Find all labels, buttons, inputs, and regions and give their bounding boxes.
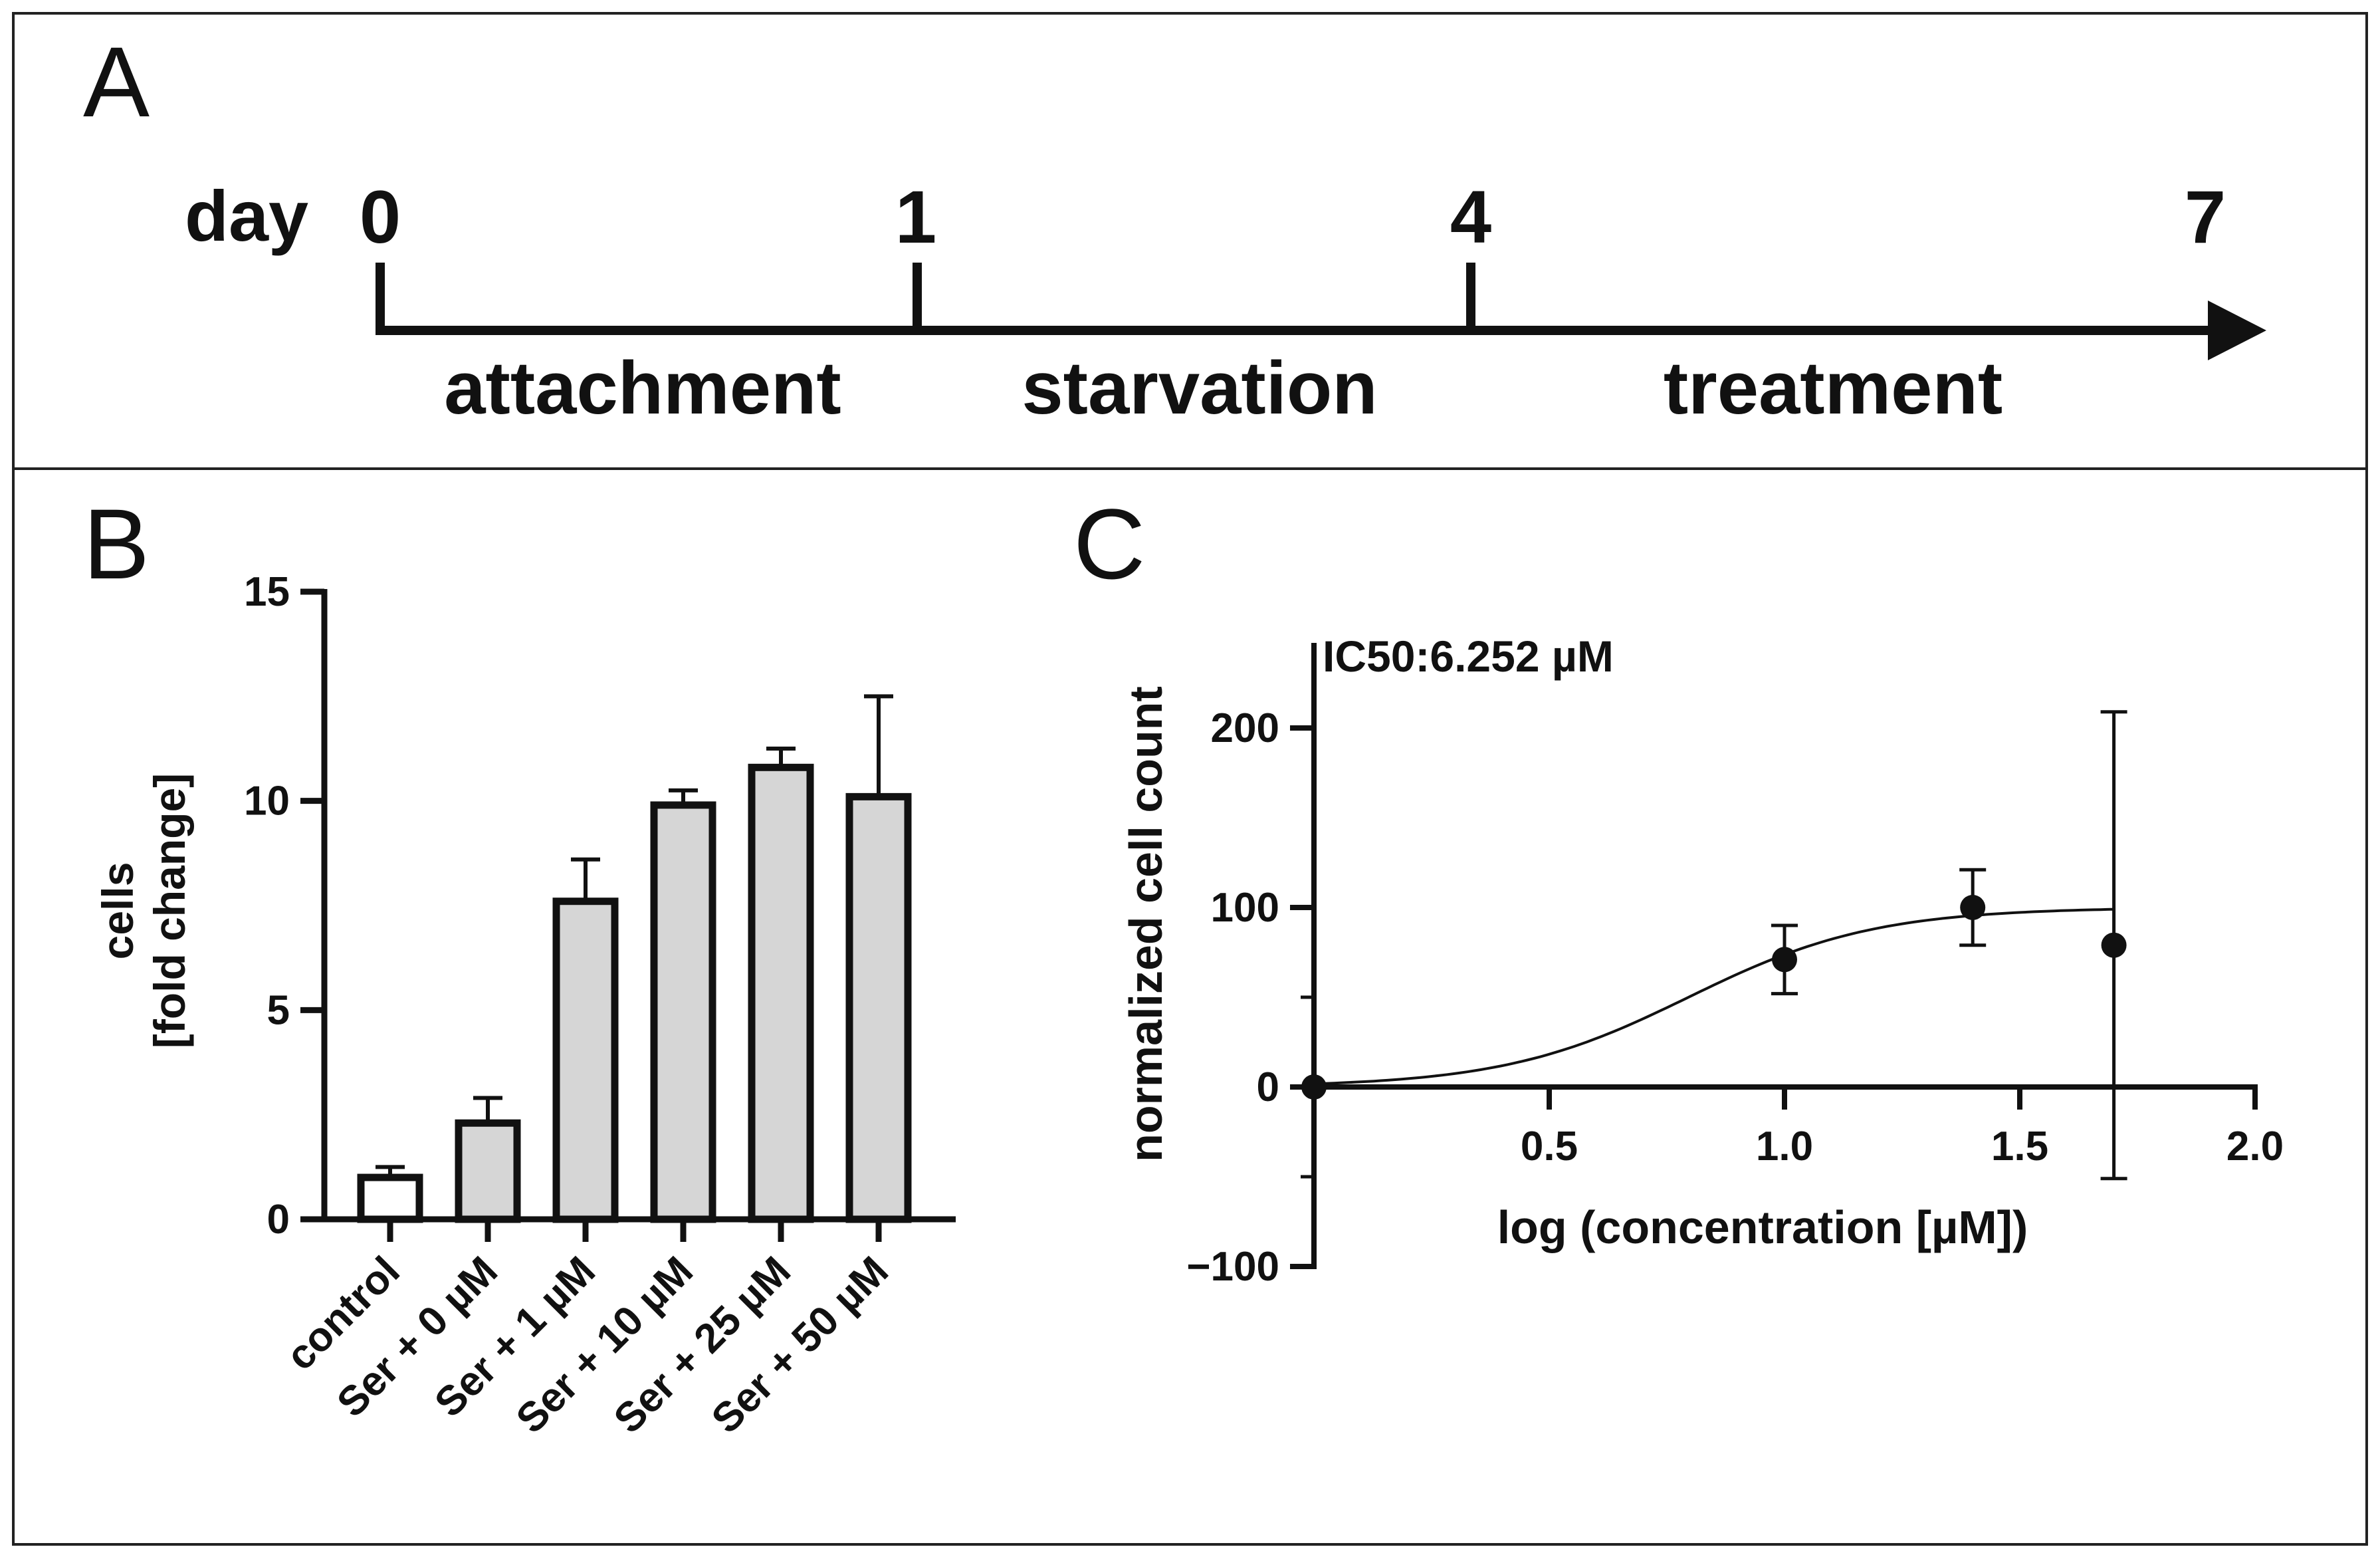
y-tick-label: 5 (267, 987, 290, 1033)
panel-a-letter: A (83, 26, 150, 138)
bar (552, 898, 619, 1223)
y-axis-label: normalized cell count (1120, 686, 1172, 1162)
timeline-arrowhead (2208, 300, 2266, 360)
bar (748, 763, 814, 1223)
phase-attachment: attachment (444, 346, 841, 429)
y-axis-label-line: [fold change] (145, 773, 194, 1048)
bar (455, 1119, 521, 1223)
phase-treatment: treatment (1664, 346, 2002, 429)
y-tick-label: −100 (1186, 1244, 1279, 1290)
timeline-day-label: day (185, 176, 308, 256)
x-tick-label: 1.0 (1756, 1124, 1813, 1169)
x-tick-label: 2.0 (2226, 1124, 2284, 1169)
panel-c-letter: C (1073, 488, 1145, 600)
data-point (1960, 895, 1986, 920)
panel-b-letter: B (83, 488, 150, 600)
ic50-annotation: IC50:6.252 µM (1323, 632, 1614, 681)
x-axis-label: log (concentration [µM]) (1497, 1201, 2028, 1253)
y-axis-label: cells[fold change] (93, 773, 194, 1048)
timeline-day-4: 4 (1450, 176, 1491, 259)
panels-bc-frame (12, 467, 2368, 1546)
panel-a: A day 0 1 4 7 attachment starvation trea… (83, 26, 2266, 429)
data-point (2101, 932, 2127, 958)
panel-c: C −100 0 100 200 0.5 1.0 1.5 2.0 log (concentrat… (1073, 488, 2284, 1290)
bar (845, 792, 912, 1223)
y-tick-label: 200 (1211, 705, 1279, 751)
y-axis-label-line: cells (93, 862, 142, 960)
phase-starvation: starvation (1022, 346, 1377, 429)
y-tick-label: 10 (244, 779, 290, 824)
timeline-day-0: 0 (360, 176, 401, 259)
data-point (1301, 1074, 1327, 1100)
bar (357, 1173, 423, 1223)
y-tick-label: 0 (267, 1197, 290, 1243)
x-tick-label: 1.5 (1991, 1124, 2048, 1169)
dose-response-chart: −100 0 100 200 0.5 1.0 1.5 2.0 log (concentratio… (1120, 632, 2284, 1290)
timeline-day-7: 7 (2185, 176, 2226, 259)
bar (650, 801, 716, 1223)
y-tick-label: 0 (1257, 1064, 1279, 1110)
x-tick-label: 0.5 (1521, 1124, 1578, 1169)
y-tick-label: 15 (244, 569, 290, 615)
timeline-day-1: 1 (895, 176, 936, 259)
fit-curve (1313, 907, 2114, 1086)
y-tick-label: 100 (1211, 885, 1279, 931)
data-point (1772, 947, 1797, 973)
